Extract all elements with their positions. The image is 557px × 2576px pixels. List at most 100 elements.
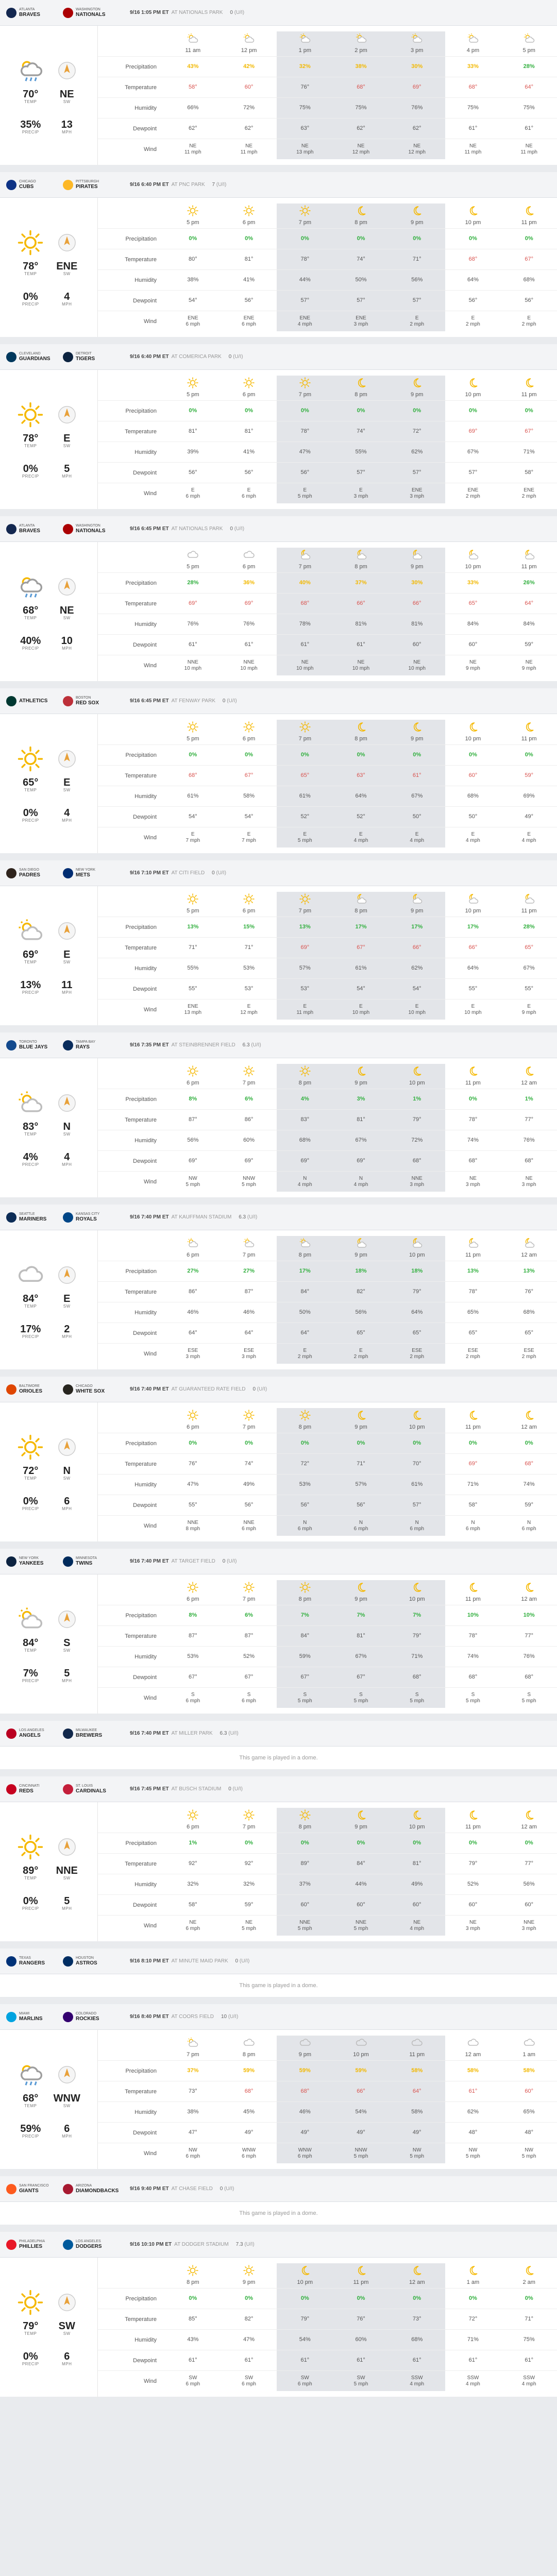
home-team[interactable]: WASHINGTON NATIONALS: [63, 523, 120, 534]
dew-value: 61°: [189, 641, 197, 648]
game-list: ATLANTA BRAVES WASHINGTON NATIONALS 9/16…: [0, 0, 557, 2397]
dew-value: 65°: [468, 1329, 478, 1336]
venue[interactable]: AT BUSCH STADIUM: [171, 1786, 222, 1792]
venue[interactable]: AT COORS FIELD: [171, 2014, 214, 2020]
cloud-icon: [501, 2036, 557, 2050]
venue[interactable]: AT CITI FIELD: [171, 870, 205, 876]
precip-value: 0%: [277, 401, 333, 421]
home-team[interactable]: MINNESOTA TWINS: [63, 1556, 120, 1567]
away-team[interactable]: NEW YORK YANKEES: [6, 1556, 63, 1567]
venue[interactable]: AT NATIONALS PARK: [171, 526, 223, 532]
away-team[interactable]: MIAMI MARLINS: [6, 2011, 63, 2022]
home-team[interactable]: KANSAS CITY ROYALS: [63, 1212, 120, 1223]
team-name: ATHLETICS: [19, 698, 48, 704]
home-team[interactable]: MILWAUKEE BREWERS: [63, 1728, 120, 1739]
game-card: SEATTLE MARINERS KANSAS CITY ROYALS 9/16…: [0, 1205, 557, 1369]
hour-label: 2 am: [522, 2279, 535, 2286]
row-label: Dewpoint: [133, 125, 157, 132]
home-team[interactable]: TAMPA BAY RAYS: [63, 1040, 120, 1050]
venue[interactable]: AT NATIONALS PARK: [171, 10, 223, 15]
away-team[interactable]: TORONTO BLUE JAYS: [6, 1040, 63, 1050]
precip-value: 28%: [187, 579, 199, 586]
precip-value: 18%: [389, 1261, 445, 1281]
precip-value: 0%: [389, 401, 445, 421]
precip-value: 0%: [189, 751, 197, 758]
venue[interactable]: AT TARGET FIELD: [171, 1558, 215, 1564]
away-team[interactable]: SAN FRANCISCO GIANTS: [6, 2183, 63, 2194]
sun-icon: [165, 892, 221, 906]
temp-value: 80°: [189, 256, 197, 262]
away-team[interactable]: TEXAS RANGERS: [6, 1956, 63, 1967]
precip-value: 59%: [243, 2067, 255, 2074]
humid-value: 49%: [243, 1481, 255, 1487]
away-team[interactable]: CINCINNATI REDS: [6, 1784, 63, 1794]
game-time: 9/16 1:05 PM ET: [130, 10, 169, 15]
venue[interactable]: AT KAUFFMAN STADIUM: [171, 1214, 232, 1220]
home-team[interactable]: HOUSTON ASTROS: [63, 1956, 120, 1967]
away-team[interactable]: ATLANTA BRAVES: [6, 7, 63, 18]
away-team[interactable]: PHILADELPHIA PHILLIES: [6, 2239, 63, 2250]
wind-row: Wind E 6 mph E 6 mph E 5 mph E 3 mph ENE 3 mph ENE 2…: [98, 483, 557, 503]
away-team[interactable]: BALTIMORE ORIOLES: [6, 1384, 63, 1395]
dew-value: 56°: [189, 469, 197, 476]
away-team[interactable]: SEATTLE MARINERS: [6, 1212, 63, 1223]
venue[interactable]: AT COMERICA PARK: [171, 354, 222, 360]
away-team[interactable]: ATHLETICS: [6, 696, 63, 706]
precip-value: 37%: [187, 2067, 199, 2074]
home-team[interactable]: LOS ANGELES DODGERS: [63, 2239, 120, 2250]
home-team[interactable]: PITTSBURGH PIRATES: [63, 179, 120, 190]
home-team[interactable]: CHICAGO WHITE SOX: [63, 1384, 120, 1395]
away-team[interactable]: ATLANTA BRAVES: [6, 523, 63, 534]
temp-value: 79°: [389, 1110, 445, 1130]
team-logo: [63, 1956, 73, 1967]
hour-label: 8 pm: [187, 2279, 199, 2286]
team-city: CINCINNATI: [19, 1784, 40, 1788]
hour-label: 11 pm: [465, 1424, 481, 1431]
wind-compass-icon: [49, 1089, 86, 1117]
team-name: PIRATES: [76, 183, 98, 190]
home-team[interactable]: ST. LOUIS CARDINALS: [63, 1784, 120, 1794]
venue[interactable]: AT PNC PARK: [171, 182, 205, 188]
team-name: BRAVES: [19, 528, 40, 534]
precip-value: 37%: [333, 573, 389, 593]
precip-value: 0%: [245, 2295, 254, 2301]
humid-value: 56%: [187, 1137, 199, 1143]
home-team[interactable]: WASHINGTON NATIONALS: [63, 7, 120, 18]
home-team[interactable]: ARIZONA DIAMONDBACKS: [63, 2183, 120, 2194]
away-team[interactable]: LOS ANGELES ANGELS: [6, 1728, 63, 1739]
venue[interactable]: AT MINUTE MAID PARK: [171, 1958, 228, 1964]
temp-label: TEMP: [24, 1132, 37, 1137]
team-logo: [6, 2183, 16, 2194]
summary-wind-dir: E: [63, 777, 71, 788]
precip-row: Precipitation 8% 6% 7% 7% 7% 10% 10%: [98, 1605, 557, 1625]
summary-wind-dir: E: [63, 949, 71, 960]
home-team[interactable]: NEW YORK METS: [63, 868, 120, 878]
venue[interactable]: AT CHASE FIELD: [171, 2186, 213, 2192]
dew-value: 57°: [389, 1495, 445, 1515]
sun-icon: [221, 892, 277, 906]
humid-row: Humidity 66% 72% 75% 75% 76% 75% 75%: [98, 97, 557, 118]
row-label: Precipitation: [125, 408, 157, 414]
hour-label: 6 pm: [187, 1596, 199, 1603]
game-meta: 9/16 8:10 PM ET AT MINUTE MAID PARK 0 (U…: [130, 1958, 551, 1964]
home-team[interactable]: COLORADO ROCKIES: [63, 2011, 120, 2022]
venue[interactable]: AT FENWAY PARK: [171, 698, 215, 704]
summary-panel: 84° TEMP E SW 17% PRECIP 2 MPH: [0, 1230, 98, 1369]
venue[interactable]: AT GUARANTEED RATE FIELD: [171, 1386, 246, 1392]
home-team[interactable]: BOSTON RED SOX: [63, 696, 120, 706]
away-team[interactable]: CHICAGO CUBS: [6, 179, 63, 190]
away-team[interactable]: CLEVELAND GUARDIANS: [6, 351, 63, 362]
game-card: PHILADELPHIA PHILLIES LOS ANGELES DODGER…: [0, 2232, 557, 2397]
team-city: COLORADO: [76, 2012, 97, 2016]
home-team[interactable]: DETROIT TIGERS: [63, 351, 120, 362]
cloud-icon: [445, 2036, 501, 2050]
venue[interactable]: AT STEINBRENNER FIELD: [171, 1042, 235, 1048]
venue[interactable]: AT DODGER STADIUM: [174, 2242, 229, 2247]
humid-value: 61%: [389, 1475, 445, 1495]
venue[interactable]: AT MILLER PARK: [171, 1731, 213, 1736]
rating-suffix: (U/I): [228, 1731, 239, 1736]
summary-wind-dir: N: [63, 1121, 71, 1132]
away-team[interactable]: SAN DIEGO PADRES: [6, 868, 63, 878]
